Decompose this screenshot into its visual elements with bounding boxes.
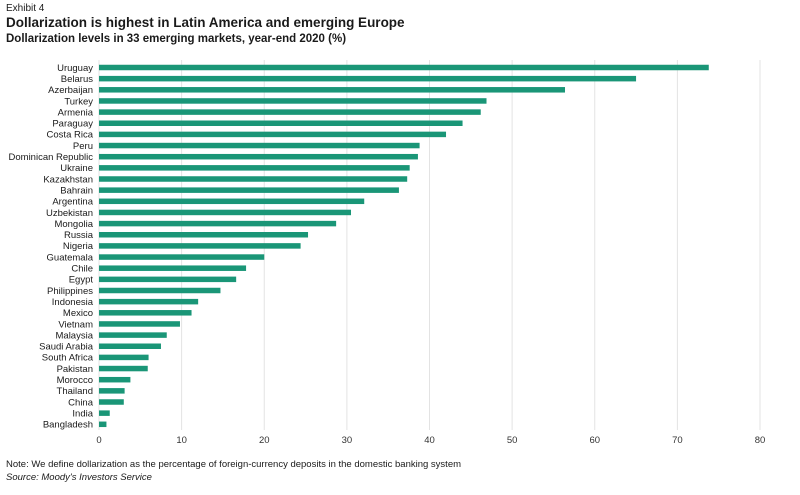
category-label: Uruguay (57, 63, 93, 74)
bar (99, 98, 487, 104)
category-label: Mongolia (54, 219, 93, 230)
category-label: Kazakhstan (43, 174, 93, 185)
bar (99, 332, 167, 338)
category-label: Argentina (52, 197, 93, 208)
bar (99, 198, 365, 205)
bar (99, 410, 110, 416)
bar (99, 209, 352, 216)
x-tick-labels: 0 10 20 30 40 50 60 70 80 (96, 435, 765, 446)
bar (99, 243, 301, 249)
bar (99, 276, 237, 283)
category-label: Armenia (58, 107, 94, 118)
category-label: Nigeria (63, 241, 94, 252)
bar (99, 343, 161, 349)
category-label: Ukraine (60, 163, 93, 174)
category-label: Pakistan (57, 364, 93, 375)
bar (99, 399, 124, 405)
bar (99, 421, 107, 428)
category-label: Malaysia (56, 330, 94, 341)
category-label: Azerbaijan (48, 85, 93, 96)
bar (99, 310, 192, 316)
category-label: Egypt (69, 275, 94, 286)
x-tick-label: 70 (672, 435, 683, 446)
category-label: Russia (64, 230, 94, 241)
bar (99, 254, 265, 260)
x-tick-label: 0 (96, 435, 101, 446)
bar (99, 321, 180, 327)
bar (99, 220, 337, 227)
bar (99, 187, 399, 193)
category-label: India (72, 408, 93, 419)
category-label: Morocco (57, 375, 93, 386)
bar (99, 64, 709, 71)
bar (99, 75, 637, 82)
bar (99, 176, 408, 182)
category-label: China (68, 397, 94, 408)
x-tick-label: 40 (424, 435, 435, 446)
chart-subtitle: Dollarization levels in 33 emerging mark… (6, 33, 347, 45)
category-label: Dominican Republic (9, 152, 94, 163)
bar (99, 153, 418, 160)
bar (99, 287, 221, 294)
bar (99, 365, 148, 372)
bar (99, 354, 149, 361)
category-label: Belarus (61, 74, 93, 85)
x-tick-label: 10 (176, 435, 187, 446)
bars (99, 64, 709, 428)
category-label: Costa Rica (47, 130, 94, 141)
bar (99, 165, 410, 171)
bar (99, 131, 447, 138)
bar (99, 376, 131, 383)
category-label: Turkey (64, 96, 93, 107)
category-label: Indonesia (52, 297, 94, 308)
chart-title: Dollarization is highest in Latin Americ… (6, 15, 405, 30)
category-label: Chile (71, 264, 93, 275)
category-label: Bangladesh (43, 420, 93, 431)
bar (99, 388, 125, 394)
bar (99, 109, 481, 115)
category-label: Saudi Arabia (39, 342, 94, 353)
category-label: Peru (73, 141, 93, 152)
bar (99, 298, 199, 305)
x-tick-label: 30 (342, 435, 353, 446)
category-label: Guatemala (47, 252, 94, 263)
category-label: Paraguay (52, 119, 93, 130)
x-tick-label: 60 (589, 435, 600, 446)
category-label: Uzbekistan (46, 208, 93, 219)
bar (99, 232, 309, 238)
category-label: South Africa (42, 353, 94, 364)
category-label: Vietnam (58, 319, 93, 330)
bar (99, 265, 247, 271)
x-tick-label: 20 (259, 435, 270, 446)
exhibit-label: Exhibit 4 (6, 3, 45, 14)
bar (99, 87, 566, 93)
bar (99, 142, 420, 149)
footnote: Note: We define dollarization as the per… (6, 459, 462, 470)
x-tick-label: 50 (507, 435, 518, 446)
category-label: Thailand (57, 386, 93, 397)
category-label: Bahrain (60, 185, 93, 196)
source-note: Source: Moody's Investors Service (6, 472, 152, 483)
x-tick-label: 80 (755, 435, 766, 446)
category-label: Philippines (47, 286, 93, 297)
bar (99, 120, 463, 126)
category-labels: UruguayBelarusAzerbaijanTurkeyArmeniaPar… (9, 63, 94, 431)
category-label: Mexico (63, 308, 93, 319)
